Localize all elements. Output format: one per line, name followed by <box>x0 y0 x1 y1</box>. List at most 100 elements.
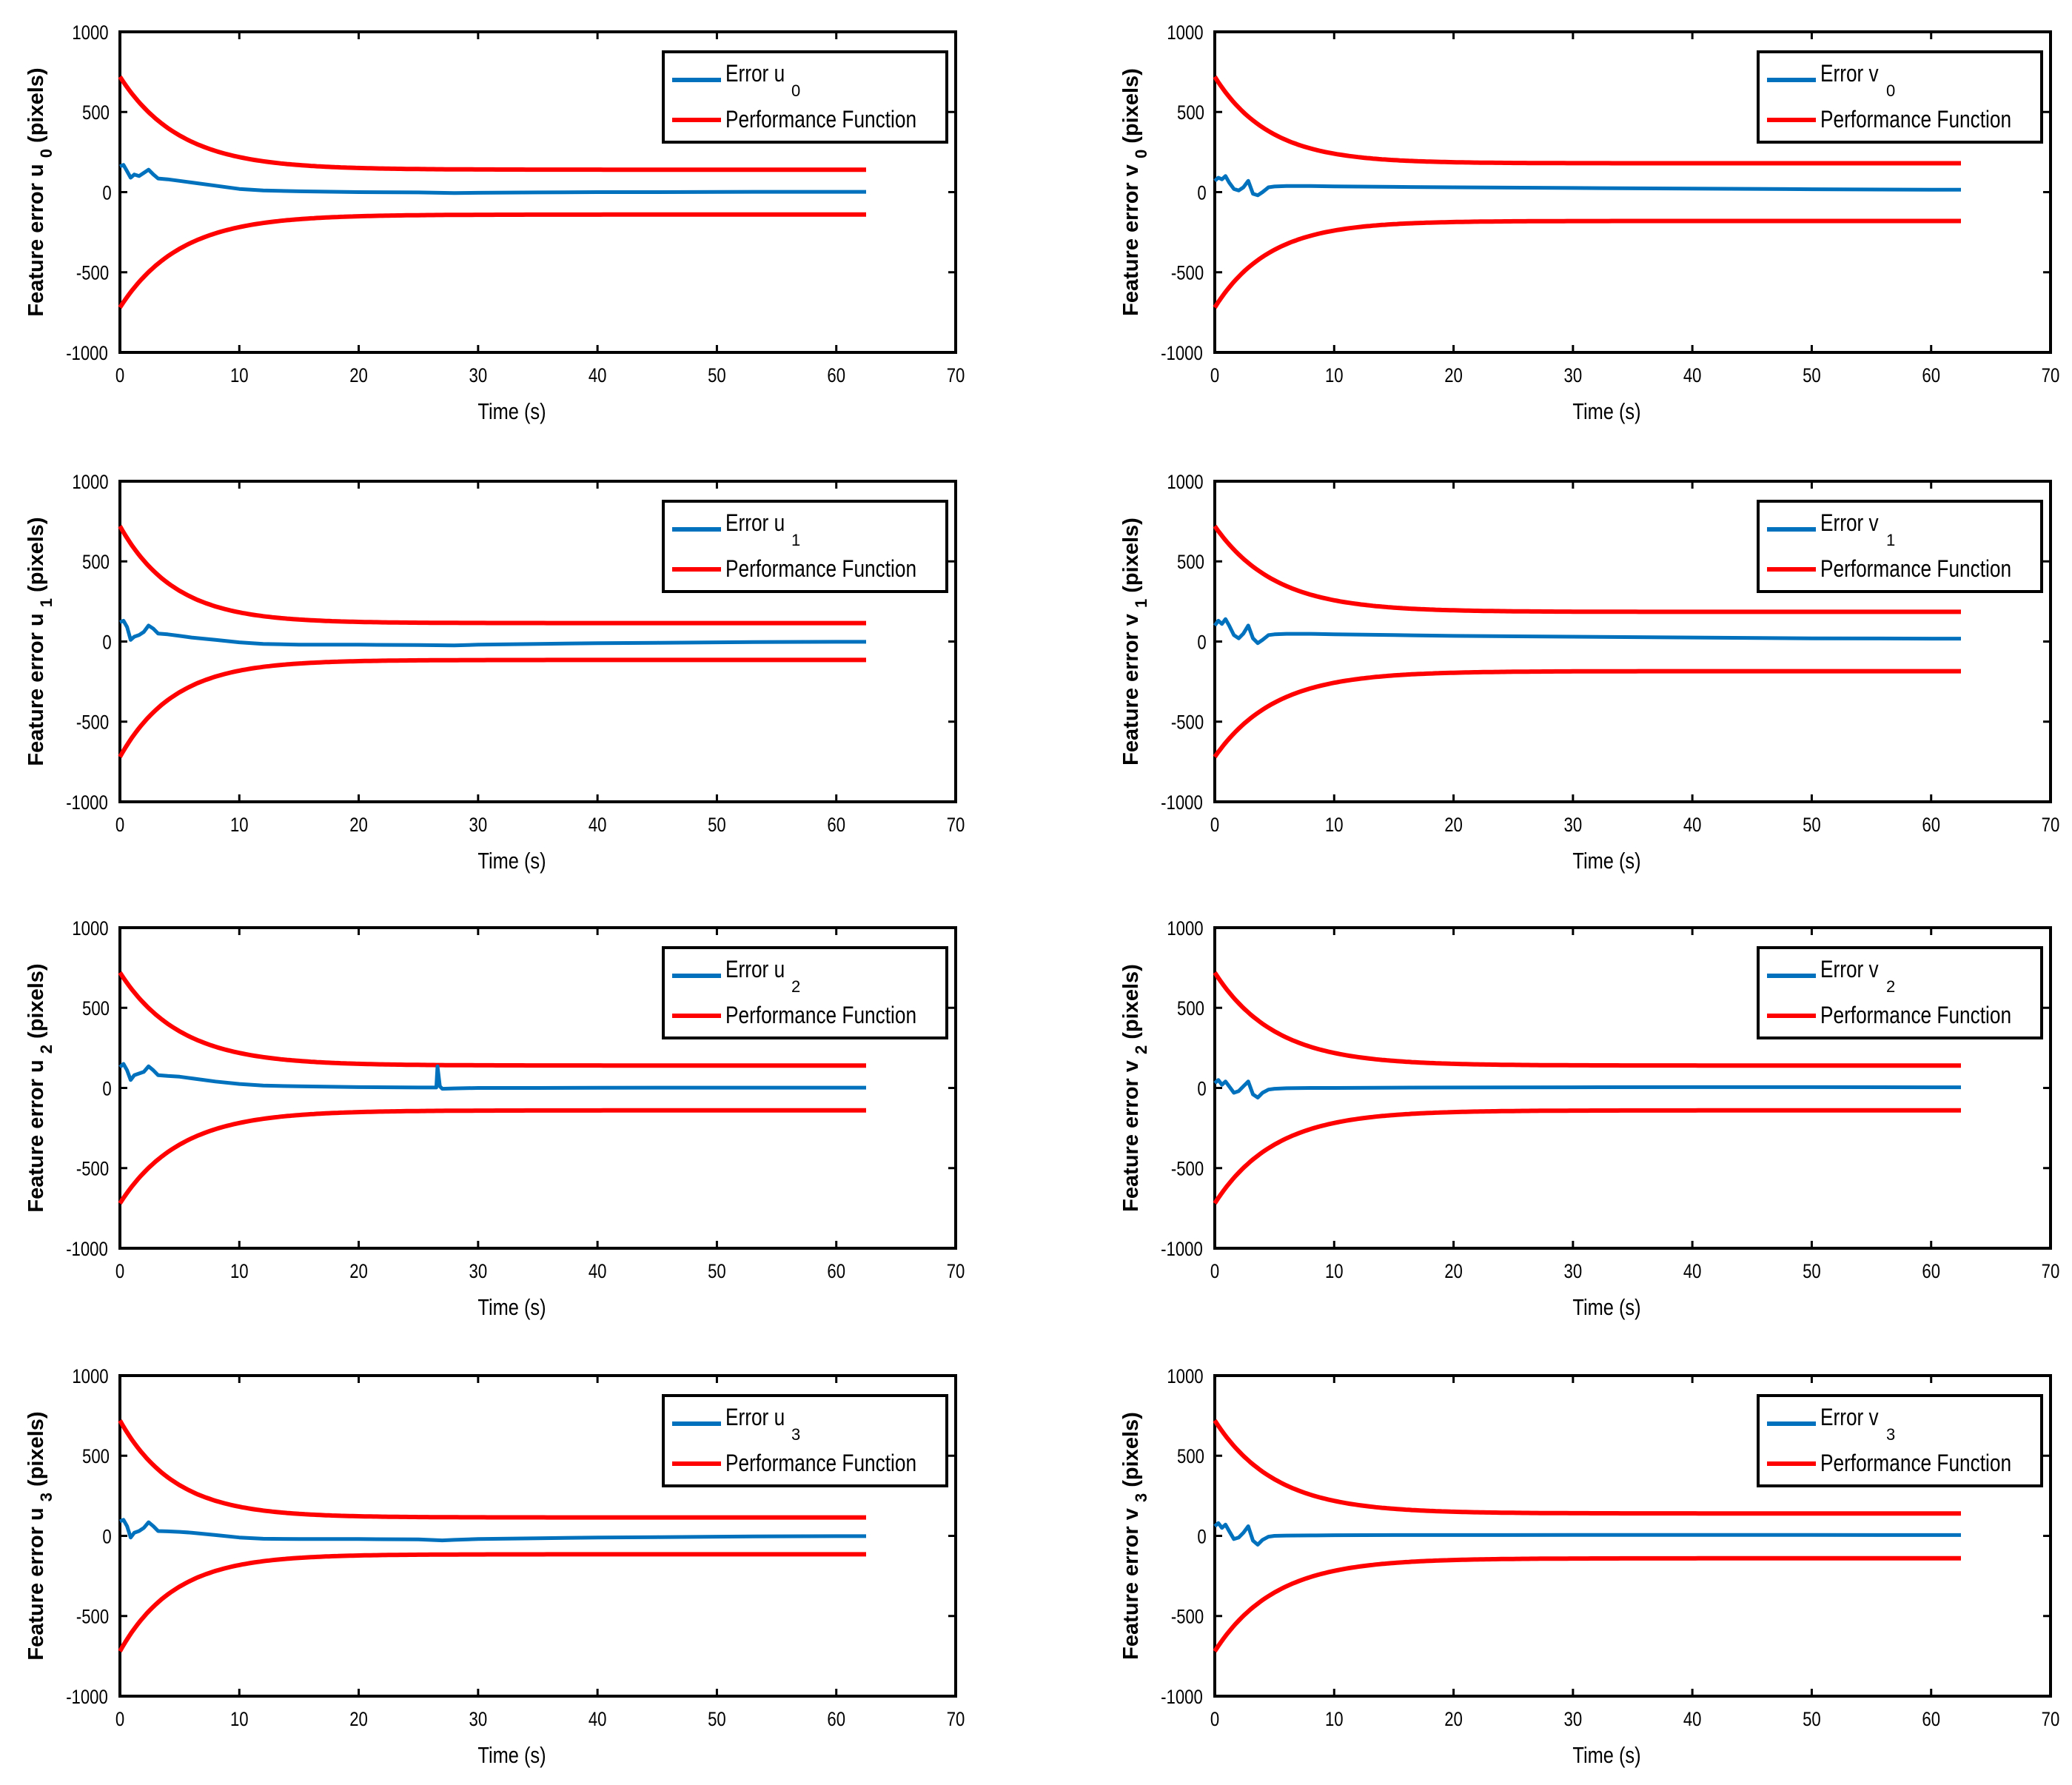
legend-performance-label: Performance Function <box>1820 1003 2011 1029</box>
y-tick-label: 1000 <box>1167 22 1203 44</box>
y-tick-label: -1000 <box>1161 792 1203 814</box>
legend-error-subscript: 3 <box>1886 1425 1895 1444</box>
x-tick-label: 30 <box>1564 365 1583 387</box>
x-tick-label: 40 <box>589 1709 607 1731</box>
x-tick-label: 0 <box>115 1261 124 1283</box>
x-tick-label: 20 <box>349 814 368 837</box>
x-tick-label: 60 <box>1922 814 1940 837</box>
performance-upper-line <box>1213 971 1961 1068</box>
x-tick-label: 10 <box>1325 365 1344 387</box>
y-tick-label: 0 <box>102 1079 111 1101</box>
x-tick-label: 10 <box>230 1261 249 1283</box>
x-tick-label: 60 <box>827 365 845 387</box>
legend: Error v 3 Performance Function <box>1757 1394 2043 1487</box>
legend-error-label: Error u <box>725 957 785 983</box>
x-tick-label: 50 <box>708 814 726 837</box>
x-tick-label: 60 <box>827 814 845 837</box>
x-tick-label: 20 <box>1444 1261 1463 1283</box>
x-tick-label: 60 <box>1922 1709 1940 1731</box>
legend-error-label: Error v <box>1820 1405 1879 1431</box>
y-tick-label: -500 <box>1171 712 1204 734</box>
y-tick-label: 500 <box>82 1446 110 1468</box>
performance-upper-line <box>1213 524 1961 614</box>
y-axis-label: Feature error u 3 (pixels) <box>24 1411 56 1660</box>
performance-lower-line <box>118 657 866 758</box>
subplot-v1: 0 10 20 30 40 50 60 70 1000 500 0 -500 -1000 Time (s)… <box>1119 472 2059 874</box>
y-tick-label: 1000 <box>72 472 108 494</box>
y-tick-label: 0 <box>1197 183 1206 205</box>
x-tick-label: 20 <box>1444 814 1463 837</box>
y-tick-label: 0 <box>102 183 111 205</box>
y-tick-label: 0 <box>1197 1079 1206 1101</box>
y-tick-label: -1000 <box>66 1687 108 1709</box>
x-tick-label: 70 <box>2042 365 2060 387</box>
y-tick-label: -500 <box>76 1607 109 1629</box>
y-tick-label: -500 <box>1171 1159 1204 1181</box>
legend-box <box>1757 946 2043 1039</box>
y-tick-label: 500 <box>1177 998 1204 1020</box>
performance-lower-line <box>1213 218 1961 309</box>
x-tick-label: 10 <box>1325 1261 1344 1283</box>
x-tick-label: 70 <box>2042 1709 2060 1731</box>
x-axis-label: Time (s) <box>477 399 546 425</box>
x-tick-label: 20 <box>1444 1709 1463 1731</box>
y-tick-label: -1000 <box>1161 1239 1203 1261</box>
legend-performance-label: Performance Function <box>725 107 916 133</box>
legend-box <box>1757 1394 2043 1487</box>
y-tick-label: 500 <box>82 998 110 1020</box>
x-tick-label: 30 <box>1564 1261 1583 1283</box>
x-tick-label: 30 <box>469 1709 488 1731</box>
performance-lower-line <box>118 1552 866 1652</box>
y-tick-label: -500 <box>76 712 109 734</box>
x-tick-label: 40 <box>1683 1261 1702 1283</box>
y-tick-label: -1000 <box>66 1239 108 1261</box>
x-tick-label: 0 <box>115 814 124 837</box>
error-series-line <box>1213 1078 1961 1099</box>
error-series-line <box>1213 617 1961 646</box>
performance-lower-line <box>1213 669 1961 759</box>
legend-performance-label: Performance Function <box>725 557 916 583</box>
x-tick-label: 70 <box>947 1261 965 1283</box>
y-axis-label: Feature error u 0 (pixels) <box>24 67 56 316</box>
x-tick-label: 0 <box>115 365 124 387</box>
y-tick-label: 1000 <box>72 1366 108 1388</box>
error-series-line <box>1213 1521 1961 1547</box>
y-tick-label: 0 <box>102 1527 111 1549</box>
y-axis-label: Feature error u 1 (pixels) <box>24 517 56 766</box>
x-tick-label: 40 <box>589 814 607 837</box>
x-axis-label: Time (s) <box>477 848 546 874</box>
x-tick-label: 50 <box>1803 365 1821 387</box>
performance-upper-line <box>1213 1419 1961 1516</box>
error-series-line <box>118 1062 866 1091</box>
performance-lower-line <box>118 1108 866 1205</box>
x-tick-label: 70 <box>947 814 965 837</box>
y-axis-label: Feature error v 3 (pixels) <box>1119 1412 1150 1660</box>
x-tick-label: 50 <box>1803 1261 1821 1283</box>
x-tick-label: 0 <box>1210 814 1219 837</box>
legend-error-subscript: 0 <box>1886 81 1895 100</box>
y-axis-label: Feature error v 1 (pixels) <box>1119 518 1150 766</box>
subplot-u3: 0 10 20 30 40 50 60 70 1000 500 0 -500 -1000 Time (s)… <box>24 1366 965 1769</box>
performance-upper-line <box>118 1419 866 1520</box>
x-tick-label: 50 <box>708 1709 726 1731</box>
y-tick-label: 500 <box>82 102 110 124</box>
legend-error-subscript: 3 <box>791 1425 800 1444</box>
x-tick-label: 70 <box>2042 1261 2060 1283</box>
x-axis-label: Time (s) <box>1572 1295 1640 1321</box>
x-tick-label: 50 <box>1803 814 1821 837</box>
x-tick-label: 60 <box>827 1709 845 1731</box>
legend-performance-label: Performance Function <box>725 1451 916 1477</box>
legend-performance-label: Performance Function <box>1820 1451 2011 1477</box>
x-tick-label: 60 <box>827 1261 845 1283</box>
legend-performance-label: Performance Function <box>725 1003 916 1029</box>
y-tick-label: 500 <box>1177 102 1204 124</box>
y-tick-label: -1000 <box>1161 343 1203 365</box>
y-tick-label: 1000 <box>72 918 108 940</box>
error-series-line <box>118 1518 866 1543</box>
legend: Error u 3 Performance Function <box>662 1394 948 1487</box>
legend: Error u 0 Performance Function <box>662 50 948 144</box>
x-tick-label: 30 <box>469 814 488 837</box>
legend: Error u 2 Performance Function <box>662 946 948 1039</box>
y-axis-label: Feature error v 2 (pixels) <box>1119 964 1150 1212</box>
subplot-u0: 0 10 20 30 40 50 60 70 1000 500 0 -500 -1000 Time (s)… <box>24 22 965 425</box>
